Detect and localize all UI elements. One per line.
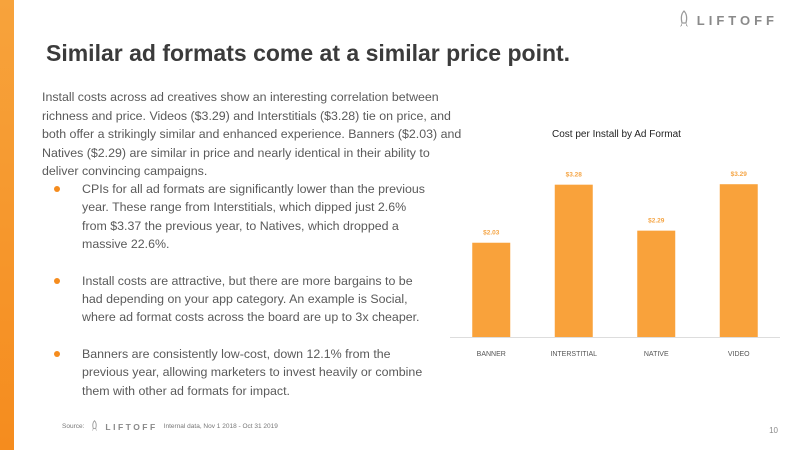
bar-interstitial: [554, 184, 593, 337]
data-label: $2.03: [483, 230, 500, 237]
footer-wordmark: LIFTOFF: [105, 421, 158, 432]
bullet-item: Banners are consistently low-cost, down …: [54, 345, 434, 400]
rocket-icon: [92, 420, 98, 431]
source-note: Internal data, Nov 1 2018 - Oct 31 2019: [163, 423, 278, 430]
intro-paragraph: Install costs across ad creatives show a…: [42, 90, 462, 179]
page-number: 10: [769, 426, 778, 435]
bar-chart: $2.03 BANNER $3.28 INTERSTITIAL $2.29 NATIVE $…: [450, 171, 780, 358]
data-label: $3.28: [566, 172, 583, 179]
bar-banner: [472, 242, 511, 337]
bullet-item: CPIs for all ad formats are significantl…: [54, 180, 434, 254]
source-label: Source:: [62, 423, 85, 430]
x-tick-label: VIDEO: [728, 351, 750, 358]
x-tick-label: INTERSTITIAL: [550, 351, 597, 358]
page-title: Similar ad formats come at a similar pri…: [46, 40, 571, 66]
bullet-dot-icon: [54, 186, 60, 192]
bullet-text: Banners are consistently low-cost, down …: [82, 346, 423, 398]
bullet-text: Install costs are attractive, but there …: [82, 273, 420, 325]
brand-wordmark: LIFTOFF: [696, 12, 778, 28]
bullet-text: CPIs for all ad formats are significantl…: [82, 182, 425, 252]
rocket-icon: [679, 10, 688, 27]
source-footer: Source: LIFTOFF Internal data, Nov 1 201…: [62, 420, 278, 433]
data-label: $2.29: [648, 218, 665, 225]
accent-side-bar: [0, 0, 14, 450]
bullet-dot-icon: [54, 350, 60, 357]
bullet-item: Install costs are attractive, but there …: [54, 272, 434, 327]
bar-video: [719, 184, 758, 337]
bullet-list: CPIs for all ad formats are significantl…: [54, 180, 434, 418]
bar-native: [637, 230, 676, 337]
x-tick-label: NATIVE: [644, 351, 669, 358]
bullet-dot-icon: [54, 277, 60, 284]
x-tick-label: BANNER: [477, 351, 506, 358]
chart-title: Cost per Install by Ad Format: [552, 129, 681, 140]
brand-logo: LIFTOFF: [677, 10, 778, 30]
data-label: $3.29: [731, 171, 748, 178]
